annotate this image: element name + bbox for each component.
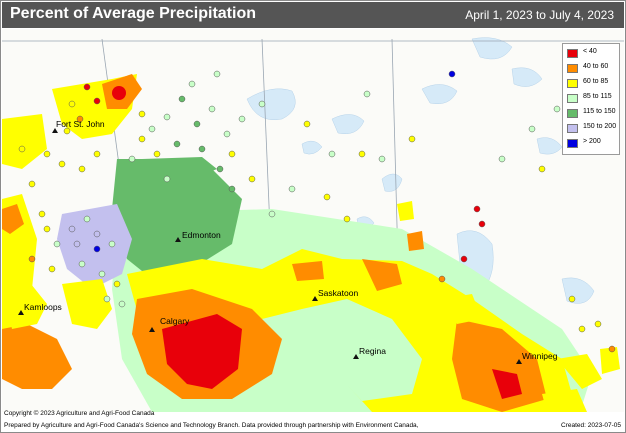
legend-item: 60 to 85 — [567, 78, 619, 89]
copyright-text: Copyright © 2023 Agriculture and Agri-Fo… — [4, 410, 155, 417]
prepared-by-text: Prepared by Agriculture and Agri-Food Ca… — [4, 422, 419, 429]
legend-label: 40 to 60 — [583, 63, 609, 70]
city-label-edmonton: Edmonton — [182, 230, 221, 240]
legend-swatch — [567, 79, 578, 88]
legend-label: 115 to 150 — [583, 108, 616, 115]
precip-field — [2, 74, 620, 412]
precipitation-map: Fort St. John Edmonton Kamloops Saskatoo… — [2, 29, 624, 412]
map-title: Percent of Average Precipitation — [10, 5, 256, 22]
city-markers — [18, 128, 522, 364]
legend-swatch — [567, 49, 578, 58]
legend-item: 40 to 60 — [567, 63, 619, 74]
legend: < 40 40 to 60 60 to 85 85 to 115 115 to … — [562, 43, 620, 155]
legend-swatch — [567, 124, 578, 133]
city-label-regina: Regina — [359, 346, 386, 356]
legend-label: 85 to 115 — [583, 93, 612, 100]
date-range: April 1, 2023 to July 4, 2023 — [465, 8, 614, 22]
legend-swatch — [567, 94, 578, 103]
city-label-saskatoon: Saskatoon — [318, 288, 359, 298]
legend-label: 60 to 85 — [583, 78, 609, 85]
legend-swatch — [567, 64, 578, 73]
legend-item: 115 to 150 — [567, 108, 619, 119]
legend-swatch — [567, 109, 578, 118]
legend-label: < 40 — [583, 48, 597, 55]
legend-item: > 200 — [567, 138, 619, 149]
city-label-kamloops: Kamloops — [24, 302, 62, 312]
legend-label: 150 to 200 — [583, 123, 617, 130]
header-bar: Percent of Average Precipitation April 1… — [2, 2, 624, 28]
city-label-calgary: Calgary — [160, 316, 190, 326]
legend-item: 150 to 200 — [567, 123, 619, 134]
legend-label: > 200 — [583, 138, 601, 145]
legend-swatch — [567, 139, 578, 148]
legend-item: 85 to 115 — [567, 93, 619, 104]
map-canvas — [2, 29, 624, 412]
city-label-winnipeg: Winnipeg — [522, 351, 558, 361]
city-label-fort-st-john: Fort St. John — [56, 119, 105, 129]
created-date: Created: 2023-07-05 — [561, 422, 621, 429]
legend-item: < 40 — [567, 48, 619, 59]
station-dots — [18, 70, 616, 353]
